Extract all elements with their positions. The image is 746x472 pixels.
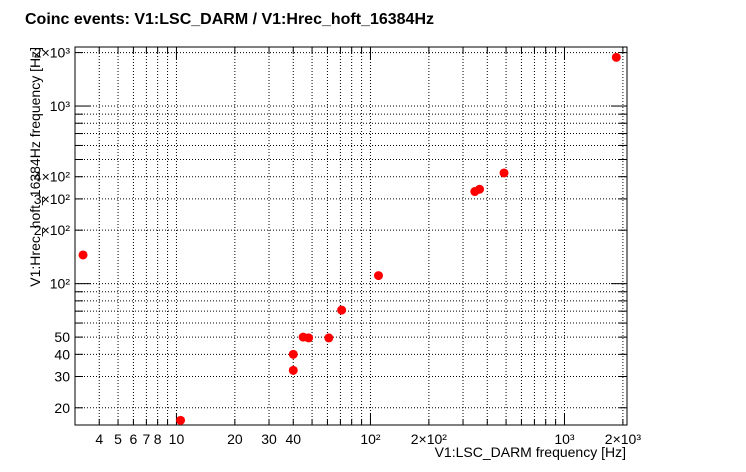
- y-tick-label: 3×10²: [34, 191, 71, 207]
- x-tick-label: 40: [285, 431, 301, 447]
- data-point: [475, 184, 485, 194]
- y-axis-label: V1:Hrec_hoft_16384Hz frequency [Hz]: [27, 47, 43, 287]
- x-tick-label: 30: [261, 431, 277, 447]
- x-tick-label: 10²: [360, 431, 381, 447]
- y-tick-label: 2×10²: [34, 222, 71, 238]
- y-tick-label: 30: [54, 369, 70, 385]
- x-tick-label: 10³: [554, 431, 575, 447]
- x-tick-label: 4: [95, 431, 103, 447]
- x-tick-label: 20: [227, 431, 243, 447]
- x-tick-label: 2×10²: [411, 431, 448, 447]
- x-tick-label: 2×10³: [605, 431, 642, 447]
- plot-frame: [74, 46, 628, 426]
- y-tick-label: 10³: [50, 98, 71, 114]
- y-tick-label: 50: [54, 329, 70, 345]
- y-tick-label: 2×10³: [34, 45, 71, 61]
- data-point: [337, 305, 347, 315]
- y-tick-label: 10²: [50, 276, 71, 292]
- grid: [74, 47, 627, 425]
- data-point: [288, 365, 298, 375]
- data-point: [288, 349, 298, 359]
- y-tick-label: 20: [54, 400, 70, 416]
- data-point: [176, 415, 186, 425]
- x-tick-label: 10: [169, 431, 185, 447]
- x-tick-label: 5: [114, 431, 122, 447]
- data-point: [499, 168, 509, 178]
- x-tick-label: 7: [142, 431, 150, 447]
- data-point: [373, 271, 383, 281]
- data-point: [324, 333, 334, 343]
- data-point: [78, 250, 88, 260]
- x-axis-label: V1:LSC_DARM frequency [Hz]: [435, 444, 626, 460]
- x-tick-labels: 4 5 6 7 8 10 20 30 40 10² 2×10² 10³ 2×10³: [95, 431, 641, 447]
- data-points: [78, 52, 621, 425]
- x-tick-label: 6: [130, 431, 138, 447]
- x-tick-label: 8: [154, 431, 162, 447]
- y-tick-label: 40: [54, 346, 70, 362]
- data-point: [611, 52, 621, 62]
- y-tick-label: 4×10²: [34, 169, 71, 185]
- chart-title: Coinc events: V1:LSC_DARM / V1:Hrec_hoft…: [25, 11, 434, 28]
- data-point: [304, 333, 314, 343]
- axis-ticks: [74, 47, 627, 425]
